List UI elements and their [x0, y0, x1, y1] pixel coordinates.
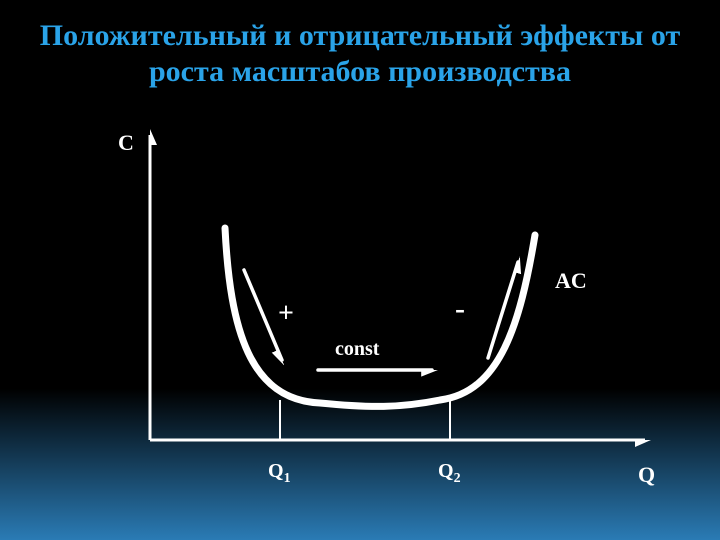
region-label-const: const — [335, 338, 379, 361]
region-label-minus: - — [455, 292, 465, 326]
region-label-plus: + — [278, 298, 294, 330]
x-axis-label: Q — [638, 462, 655, 488]
y-axis-label: C — [118, 130, 134, 156]
tick-label-q2: Q2 — [438, 460, 461, 487]
ac-curve-label: AC — [555, 268, 587, 294]
slide-title: Положительный и отрицательный эффекты от… — [0, 18, 720, 90]
slide-stage: Положительный и отрицательный эффекты от… — [0, 0, 720, 540]
tick-label-q1: Q1 — [268, 460, 291, 487]
